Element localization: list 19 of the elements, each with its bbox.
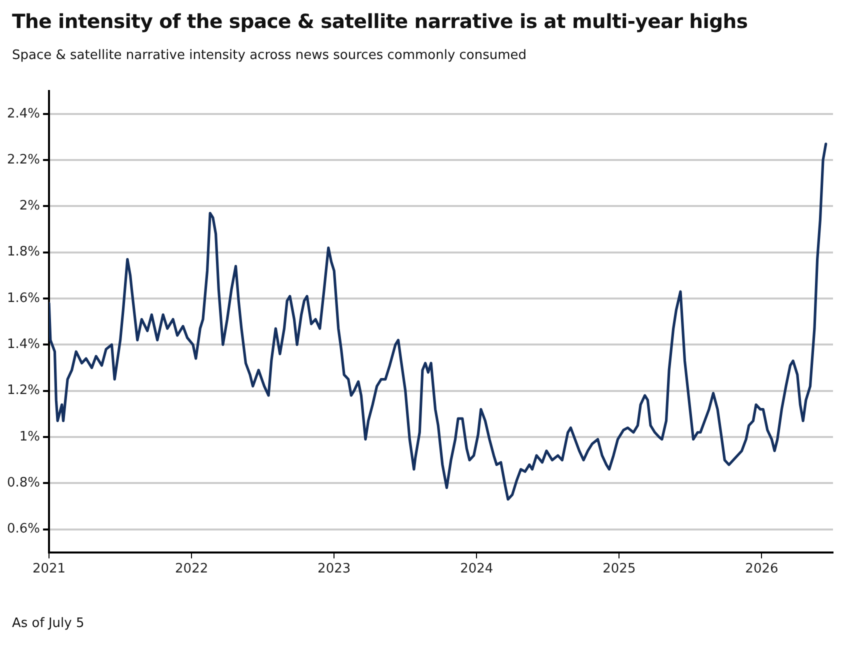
y-tick-label: 0.8% xyxy=(6,476,40,491)
x-tick-label: 2022 xyxy=(175,562,208,577)
text: As of July 5 xyxy=(12,616,84,631)
y-tick-label: 1.8% xyxy=(6,244,40,260)
x-tick-label: 2024 xyxy=(460,562,494,577)
y-tick-label: 1.2% xyxy=(6,383,40,398)
x-tick-label: 2021 xyxy=(32,562,66,577)
x-tick-label: 2026 xyxy=(745,562,778,577)
chart-title: The intensity of the space & satellite narrative is at multi-year highs xyxy=(12,10,748,33)
y-tick-label: 2.2% xyxy=(6,152,40,168)
y-tick-label: 1.6% xyxy=(6,290,40,306)
y-tick-label: 1% xyxy=(19,429,40,444)
y-tick-label: 1.4% xyxy=(6,337,40,352)
chart-subtitle: Space & satellite narrative intensity across news sources commonly consumed xyxy=(12,48,527,63)
y-tick-label: 2% xyxy=(19,198,40,214)
x-tick-label: 2023 xyxy=(318,562,351,577)
x-tick-label: 2025 xyxy=(602,562,636,577)
y-tick-label: 2.4% xyxy=(6,106,40,122)
y-tick-label: 0.6% xyxy=(6,522,40,537)
